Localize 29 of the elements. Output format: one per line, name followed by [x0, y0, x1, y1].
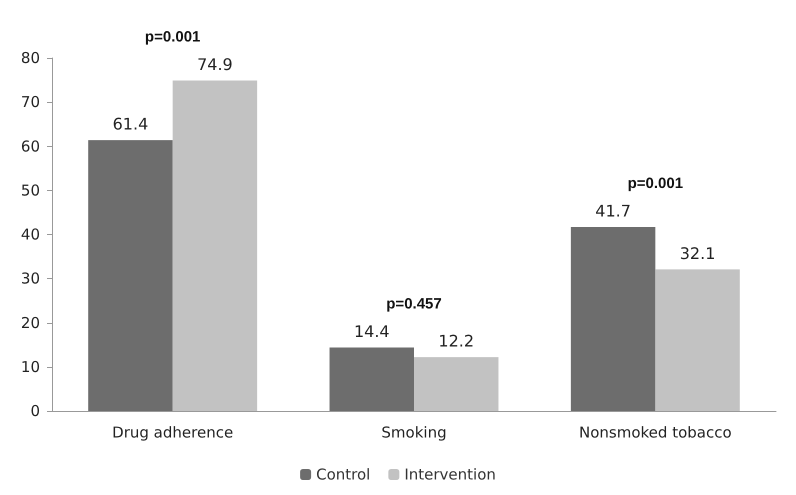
x-tick-label: Smoking — [381, 424, 447, 442]
bar — [655, 269, 740, 411]
annotation: p=0.457 — [386, 295, 442, 312]
y-tick-label: 70 — [20, 93, 40, 112]
y-tick-label: 10 — [20, 358, 40, 376]
data-label: 14.4 — [354, 322, 390, 341]
bar — [570, 227, 656, 411]
data-label: 32.1 — [680, 244, 716, 263]
y-tick-label: 30 — [20, 270, 40, 288]
y-tick-label: 80 — [20, 49, 40, 67]
y-tick-label: 0 — [30, 402, 40, 420]
bar — [88, 140, 173, 411]
data-label: 61.4 — [112, 114, 148, 134]
legend-label: Control — [316, 466, 370, 484]
data-label: 74.9 — [197, 55, 233, 74]
y-tick-label: 40 — [20, 226, 40, 244]
y-tick-label: 50 — [20, 181, 40, 200]
data-label: 41.7 — [595, 202, 631, 220]
text: p=0.001 — [144, 28, 200, 46]
x-tick-label: Nonsmoked tobacco — [579, 424, 732, 442]
y-tick-label: 60 — [20, 137, 40, 156]
x-tick-label: Drug adherence — [112, 424, 234, 442]
bar — [414, 357, 498, 411]
bar — [172, 80, 258, 411]
annotation: p=0.001 — [628, 175, 684, 192]
bar — [330, 347, 414, 411]
data-label: 12.2 — [438, 332, 474, 351]
legend-label: Intervention — [404, 466, 496, 484]
y-tick-label: 20 — [20, 314, 40, 332]
